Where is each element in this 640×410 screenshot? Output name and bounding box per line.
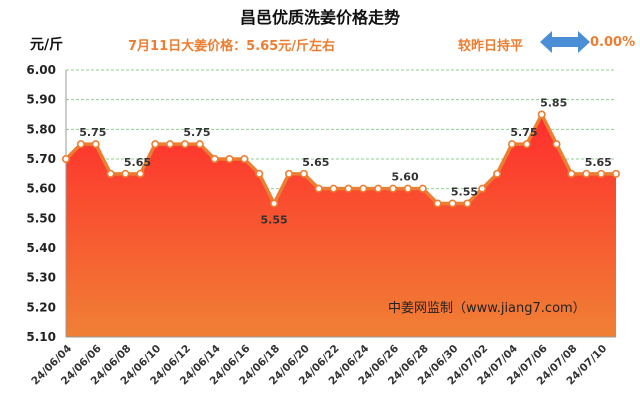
data-point — [240, 155, 249, 164]
data-point — [389, 184, 398, 193]
data-point — [582, 169, 591, 178]
y-tick-label: 5.60 — [26, 182, 56, 196]
data-point — [374, 184, 383, 193]
data-point — [567, 169, 576, 178]
data-point — [478, 184, 487, 193]
y-tick-label: 5.20 — [26, 300, 56, 314]
data-point — [106, 169, 115, 178]
data-label: 5.65 — [124, 156, 151, 169]
data-point — [255, 169, 264, 178]
data-point — [91, 140, 100, 149]
data-point — [180, 140, 189, 149]
data-point — [463, 199, 472, 208]
data-label: 5.75 — [79, 126, 106, 139]
data-point — [552, 140, 561, 149]
data-point — [344, 184, 353, 193]
price-area — [66, 114, 616, 337]
data-point — [210, 155, 219, 164]
double-arrow-icon — [540, 31, 590, 53]
data-point — [537, 110, 546, 119]
data-point — [76, 140, 85, 149]
y-tick-label: 6.00 — [26, 63, 56, 77]
y-tick-label: 5.30 — [26, 271, 56, 285]
data-point — [329, 184, 338, 193]
data-point — [448, 199, 457, 208]
y-axis-unit: 元/斤 — [30, 37, 64, 53]
y-tick-label: 5.50 — [26, 211, 56, 225]
data-label: 5.75 — [510, 126, 537, 139]
data-label: 5.55 — [261, 214, 288, 227]
y-tick-label: 5.10 — [26, 330, 56, 344]
data-point — [611, 169, 620, 178]
compare-note: 较昨日持平 — [458, 39, 524, 54]
data-point — [299, 169, 308, 178]
data-point — [270, 199, 279, 208]
data-point — [359, 184, 368, 193]
y-tick-label: 5.90 — [26, 93, 56, 107]
data-label: 5.85 — [540, 97, 567, 110]
y-tick-label: 5.80 — [26, 122, 56, 136]
data-point — [195, 140, 204, 149]
data-label: 5.75 — [183, 126, 210, 139]
data-point — [493, 169, 502, 178]
data-point — [284, 169, 293, 178]
y-tick-label: 5.70 — [26, 152, 56, 166]
data-point — [61, 155, 70, 164]
data-point — [225, 155, 234, 164]
data-label: 5.60 — [391, 171, 418, 184]
data-point — [433, 199, 442, 208]
data-point — [507, 140, 516, 149]
data-point — [151, 140, 160, 149]
data-point — [121, 169, 130, 178]
y-tick-label: 5.40 — [26, 241, 56, 255]
chart-title: 昌邑优质洗姜价格走势 — [239, 8, 400, 27]
data-point — [418, 184, 427, 193]
data-point — [522, 140, 531, 149]
data-label: 5.55 — [451, 186, 478, 199]
data-label: 5.65 — [585, 156, 612, 169]
data-label: 5.65 — [302, 156, 329, 169]
data-point — [597, 169, 606, 178]
data-point — [314, 184, 323, 193]
data-point — [136, 169, 145, 178]
data-point — [166, 140, 175, 149]
watermark: 中姜网监制（www.jiang7.com） — [388, 301, 586, 316]
data-point — [403, 184, 412, 193]
compare-percent: 0.00% — [590, 35, 636, 50]
price-note: 7月11日大姜价格：5.65元/斤左右 — [128, 39, 335, 54]
